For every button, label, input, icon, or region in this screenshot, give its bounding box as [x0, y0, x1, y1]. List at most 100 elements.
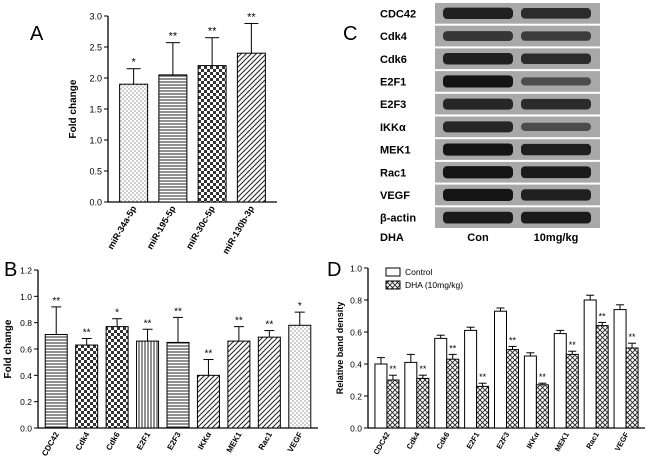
x-tick-label: VEGF	[286, 430, 305, 453]
significance-label: **	[235, 316, 243, 327]
blot-band-con-cdk6	[443, 53, 513, 65]
bar-vegf-control	[613, 309, 627, 429]
blot-band-10mg-kg-vegf	[521, 189, 591, 201]
blot-band-10mg-kg-rac1	[521, 166, 591, 179]
bar-ikk-dha-10mg-kg	[535, 384, 549, 429]
blot-treatment-label: DHA	[380, 232, 404, 244]
x-tick-label: miR-30c-5p	[184, 204, 217, 251]
significance-label: **	[169, 31, 178, 43]
y-tick-label: 0.8	[20, 318, 32, 328]
bar-e2f1-dha-10mg-kg	[476, 385, 490, 429]
blot-protein-label: Cdk6	[380, 54, 407, 66]
x-tick-label: Cdk4	[405, 430, 422, 451]
bar-e2f3	[166, 341, 190, 429]
blot-band-con-e2f1	[443, 75, 513, 88]
y-tick-label: 0.5	[89, 167, 102, 177]
x-tick-label: IKKα	[196, 430, 213, 451]
bar-rac1-control	[583, 299, 597, 429]
x-tick-label: Cdk4	[74, 430, 92, 452]
significance-label: **	[419, 364, 427, 374]
x-tick-label: CDC42	[372, 431, 392, 457]
significance-label: **	[205, 349, 213, 360]
blot-lane-label: 10mg/kg	[534, 232, 579, 244]
y-axis-title: Fold change	[3, 319, 14, 378]
significance-label: **	[539, 372, 547, 382]
blot-band-con-cdk4	[443, 31, 513, 41]
bar-e2f1	[136, 340, 160, 429]
y-tick-label: 0.0	[20, 424, 32, 434]
y-tick-label: 0.4	[20, 371, 32, 381]
y-axis-title: Relative band density	[335, 302, 345, 395]
bar-e2f3-dha-10mg-kg	[506, 349, 519, 429]
panel-label-a: A	[30, 23, 44, 45]
bar-vegf-dha-10mg-kg	[625, 347, 639, 429]
bar-e2f3-control	[494, 310, 507, 429]
y-tick-label: 0.0	[350, 424, 362, 434]
chart-panel-a: 0.0 0.5 1.0 1.5 2.0 2.5 3.0 Fold change * miR-34a…	[68, 11, 277, 256]
significance-label: *	[115, 308, 119, 319]
significance-label: **	[208, 26, 217, 38]
significance-label: **	[509, 335, 517, 345]
blot-band-10mg-kg-cdk6	[521, 53, 591, 65]
blot-panel-c: CDC42 Cdk4 Cdk6 E2F1 E2F3 IKKα MEK1 Rac1 VEGF β-a…	[380, 3, 600, 244]
bar-cdk4-control	[404, 361, 418, 429]
x-tick-label: CDC42	[40, 430, 61, 458]
blot-band-con-rac1	[443, 166, 513, 179]
significance-label: **	[629, 332, 637, 342]
significance-label: *	[298, 301, 302, 312]
x-tick-label: Cdk6	[434, 431, 451, 451]
bar-cdc42-control	[374, 363, 388, 429]
bar-mek1-control	[553, 333, 567, 429]
significance-label: **	[599, 311, 607, 321]
x-tick-label: E2F1	[135, 430, 153, 452]
blot-band-con-mek1	[443, 143, 513, 156]
blot-band-10mg-kg-cdc42	[521, 8, 591, 19]
blot-band-10mg-kg-ikk	[521, 122, 591, 131]
bar-mir-195-5p	[158, 74, 188, 203]
bar-mek1	[227, 340, 251, 429]
x-tick-label: miR-34a-5p	[105, 204, 138, 251]
blot-band-10mg-kg-e2f1	[521, 77, 591, 86]
blot-lane-label: Con	[467, 232, 489, 244]
y-axis-title: Fold change	[68, 79, 79, 138]
blot-band-10mg-kg-actin	[521, 211, 591, 224]
significance-label: **	[265, 320, 273, 331]
x-tick-label: Rac1	[257, 430, 275, 452]
x-tick-label: miR-195-5p	[145, 204, 178, 251]
chart-panel-d: 0.0 0.2 0.4 0.6 0.8 1.0 Relative band density *…	[335, 264, 645, 457]
significance-label: *	[131, 57, 136, 69]
y-tick-label: 0.2	[20, 397, 32, 407]
bar-cdc42-dha-10mg-kg	[386, 379, 400, 429]
y-tick-label: 0.6	[20, 345, 32, 355]
y-tick-label: 2.0	[89, 74, 102, 84]
x-tick-label: E2F1	[465, 431, 482, 451]
bar-cdc42	[44, 334, 68, 429]
bar-mir-130b-3p	[236, 52, 266, 203]
panel-label-b: B	[4, 259, 17, 281]
y-tick-label: 1.0	[350, 264, 362, 274]
significance-label: **	[389, 364, 397, 374]
bar-mek1-dha-10mg-kg	[565, 353, 579, 429]
bar-mir-30c-5p	[197, 65, 227, 203]
bar-e2f1-control	[464, 329, 478, 429]
y-tick-label: 2.5	[89, 43, 102, 53]
significance-label: **	[479, 372, 487, 382]
bar-rac1	[257, 336, 281, 429]
blot-protein-label: IKKα	[380, 122, 406, 134]
x-tick-label: E2F3	[165, 430, 183, 452]
x-tick-label: MEK1	[225, 430, 244, 454]
panel-label-c: C	[343, 23, 357, 45]
significance-label: **	[144, 318, 152, 329]
legend-swatch	[385, 280, 401, 290]
bar-cdk6-control	[434, 337, 448, 429]
blot-protein-label: CDC42	[380, 8, 416, 20]
blot-band-con-actin	[443, 211, 513, 224]
blot-protein-label: Cdk4	[380, 31, 408, 43]
blot-band-10mg-kg-e2f3	[521, 98, 591, 110]
bar-ikk-control	[523, 355, 537, 429]
blot-band-con-vegf	[443, 188, 513, 202]
y-tick-label: 3.0	[89, 12, 102, 22]
y-tick-label: 1.5	[89, 105, 102, 115]
bar-cdk6-dha-10mg-kg	[446, 358, 460, 429]
